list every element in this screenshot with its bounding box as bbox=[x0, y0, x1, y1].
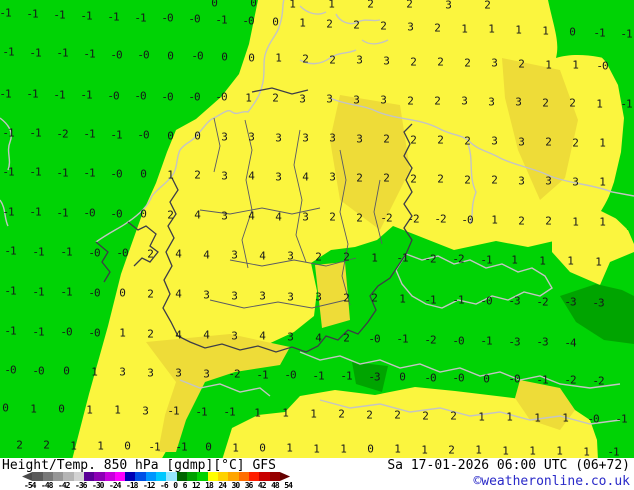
golden-patch-south-center bbox=[315, 262, 350, 328]
color-scale-block bbox=[197, 472, 208, 481]
color-scale-block bbox=[83, 472, 95, 481]
color-scale-tick: 6 bbox=[182, 481, 188, 490]
color-scale-block bbox=[248, 472, 260, 481]
color-scale-tick: 30 bbox=[231, 481, 241, 490]
color-scale-block bbox=[94, 472, 105, 481]
color-scale-block bbox=[52, 472, 64, 481]
color-scale-block bbox=[217, 472, 229, 481]
color-scale-block bbox=[207, 472, 218, 481]
yellow-airmass-east-tongue bbox=[552, 230, 634, 285]
weather-map bbox=[0, 0, 634, 460]
country-borders bbox=[95, 87, 413, 353]
color-scale-tick: -48 bbox=[41, 481, 53, 490]
color-scale-tick: -36 bbox=[75, 481, 87, 490]
color-scale-block bbox=[125, 472, 136, 481]
color-scale-block bbox=[269, 472, 280, 481]
color-scale-block bbox=[114, 472, 126, 481]
color-scale-tick: 54 bbox=[284, 481, 293, 490]
color-scale-block bbox=[279, 472, 291, 481]
color-scale-tick: -24 bbox=[109, 481, 121, 490]
yellow-airmass-south bbox=[222, 387, 598, 460]
green-airmass-northeast bbox=[575, 0, 634, 238]
color-scale-block bbox=[32, 472, 43, 481]
golden-patch-east bbox=[502, 58, 578, 200]
color-scale-tick: 48 bbox=[271, 481, 280, 490]
dark-green-patch-east bbox=[560, 284, 634, 344]
color-scale-tick: -42 bbox=[58, 481, 70, 490]
color-scale-tick: 42 bbox=[257, 481, 267, 490]
color-scale-tick: 36 bbox=[244, 481, 254, 490]
color-scale-block bbox=[42, 472, 53, 481]
color-scale-block bbox=[104, 472, 115, 481]
color-scale-tick: -18 bbox=[126, 481, 138, 490]
color-scale-tick: -12 bbox=[143, 481, 155, 490]
golden-patch-southwest bbox=[146, 334, 290, 452]
state-borders bbox=[199, 117, 383, 309]
color-scale-block bbox=[187, 472, 198, 481]
map-area: 0 0 1 1 2 2 3 2 -1 -1 -1 -1 -1 -1 -0 -0 -1 -0 0 1 2 2 2 3 2 1 1 1 1 0… bbox=[0, 0, 634, 460]
coastlines bbox=[0, 0, 634, 425]
golden-patch-south bbox=[515, 380, 575, 430]
color-scale-block bbox=[156, 472, 167, 481]
dark-green-patch-south bbox=[352, 362, 388, 392]
map-title: Height/Temp. 850 hPa [gdmp][°C] GFS bbox=[2, 458, 276, 473]
color-scale-tick: 18 bbox=[205, 481, 214, 490]
color-scale-block bbox=[22, 472, 33, 481]
valid-time-label: Sa 17-01-2026 06:00 UTC (06+72) bbox=[387, 458, 630, 473]
color-scale-block bbox=[176, 472, 187, 481]
color-scale bbox=[22, 472, 291, 481]
color-scale-tick: -6 bbox=[160, 481, 169, 490]
color-scale-tick: 0 bbox=[173, 481, 178, 490]
color-scale-block bbox=[73, 472, 84, 481]
legend-bar: Height/Temp. 850 hPa [gdmp][°C] GFS Sa 1… bbox=[0, 458, 634, 490]
golden-patch-center bbox=[330, 95, 410, 230]
color-scale-labels: -54 -48 -42 -36 -30 -24 -18 -12 -6 0 6 12 18 24 30 36 42… bbox=[24, 481, 293, 490]
color-scale-block bbox=[228, 472, 239, 481]
color-scale-tick: -30 bbox=[92, 481, 104, 490]
color-scale-tick: -54 bbox=[24, 481, 36, 490]
color-scale-block bbox=[238, 472, 249, 481]
color-scale-block bbox=[259, 472, 270, 481]
color-scale-block bbox=[145, 472, 157, 481]
copyright-link[interactable]: ©weatheronline.co.uk bbox=[473, 474, 630, 489]
color-scale-block bbox=[63, 472, 74, 481]
color-scale-tick: 12 bbox=[191, 481, 201, 490]
color-scale-tick: 24 bbox=[218, 481, 227, 490]
color-scale-block bbox=[166, 472, 177, 481]
color-scale-block bbox=[135, 472, 146, 481]
